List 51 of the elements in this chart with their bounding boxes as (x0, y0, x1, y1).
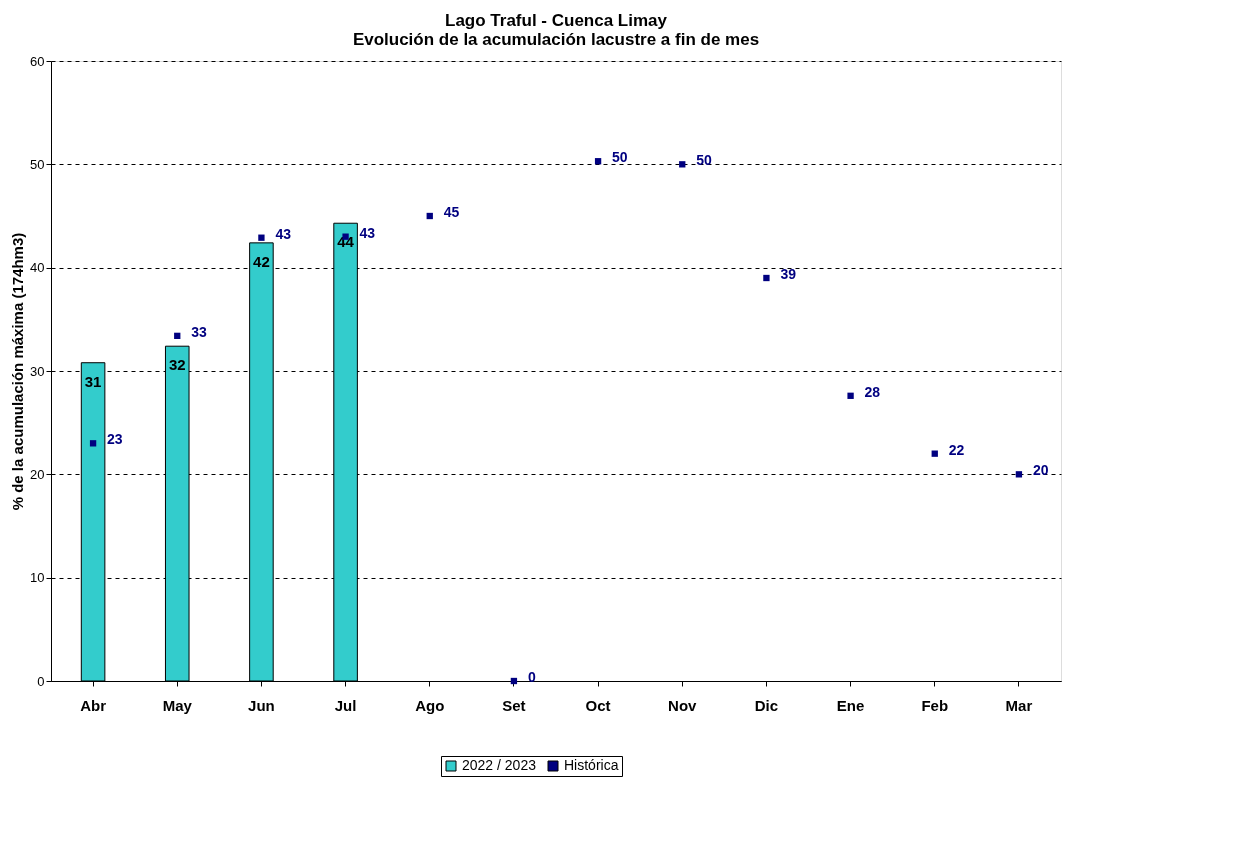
data-label: 33 (191, 323, 208, 340)
y-tick-label: 50 (30, 156, 45, 172)
point (174, 332, 181, 340)
data-label: 43 (275, 225, 292, 242)
data-label: 39 (780, 266, 797, 282)
point (931, 450, 938, 457)
point (679, 161, 686, 168)
x-tick-label: Ene (836, 696, 865, 714)
x-tick-label: Dic (754, 696, 779, 714)
y-axis-title: % de la acumulación máxima (174hm3) (9, 232, 27, 511)
data-label: 32 (168, 356, 186, 374)
data-label: 31 (84, 372, 102, 390)
point (426, 212, 433, 220)
y-tick-label: 30 (30, 363, 45, 379)
x-tick-label: Jun (248, 696, 275, 714)
data-label: 50 (612, 149, 628, 166)
text: Lago Traful - Cuenca Limay (445, 11, 667, 30)
y-tick-label: 40 (30, 260, 45, 276)
legend-label: Histórica (564, 757, 619, 773)
y-tick-label: 20 (30, 466, 45, 482)
x-tick-label: Abr (80, 696, 107, 714)
x-tick-label: Mar (1005, 696, 1033, 714)
point (763, 274, 770, 282)
data-label: 20 (1032, 462, 1049, 479)
data-label: 23 (107, 431, 123, 448)
data-label: 44 (337, 233, 355, 251)
text: Evolución de la acumulación lacustre a fin de mes (352, 30, 760, 49)
x-tick-label: Jul (334, 696, 357, 714)
legend-label: 2022 / 2023 (462, 757, 537, 773)
point (258, 234, 265, 241)
x-tick-label: Feb (921, 696, 949, 714)
data-label: 45 (443, 204, 460, 220)
point (594, 158, 602, 165)
data-label: 28 (864, 383, 881, 400)
x-tick-label: Set (502, 696, 526, 714)
y-tick-label: 60 (30, 53, 45, 69)
x-tick-label: Nov (668, 696, 698, 714)
x-tick-label: May (162, 696, 193, 714)
point (510, 677, 518, 685)
data-label: 50 (696, 152, 713, 169)
x-tick-label: Ago (415, 696, 445, 714)
point (847, 392, 854, 399)
point (89, 440, 97, 447)
point (1015, 471, 1023, 478)
data-label: 0 (527, 669, 536, 685)
data-label: 22 (948, 441, 965, 458)
data-label: 43 (359, 224, 376, 241)
data-label: 42 (253, 252, 270, 270)
x-tick-label: Oct (585, 696, 611, 714)
y-tick-label: 10 (30, 570, 45, 586)
y-tick-label: 0 (37, 673, 45, 689)
